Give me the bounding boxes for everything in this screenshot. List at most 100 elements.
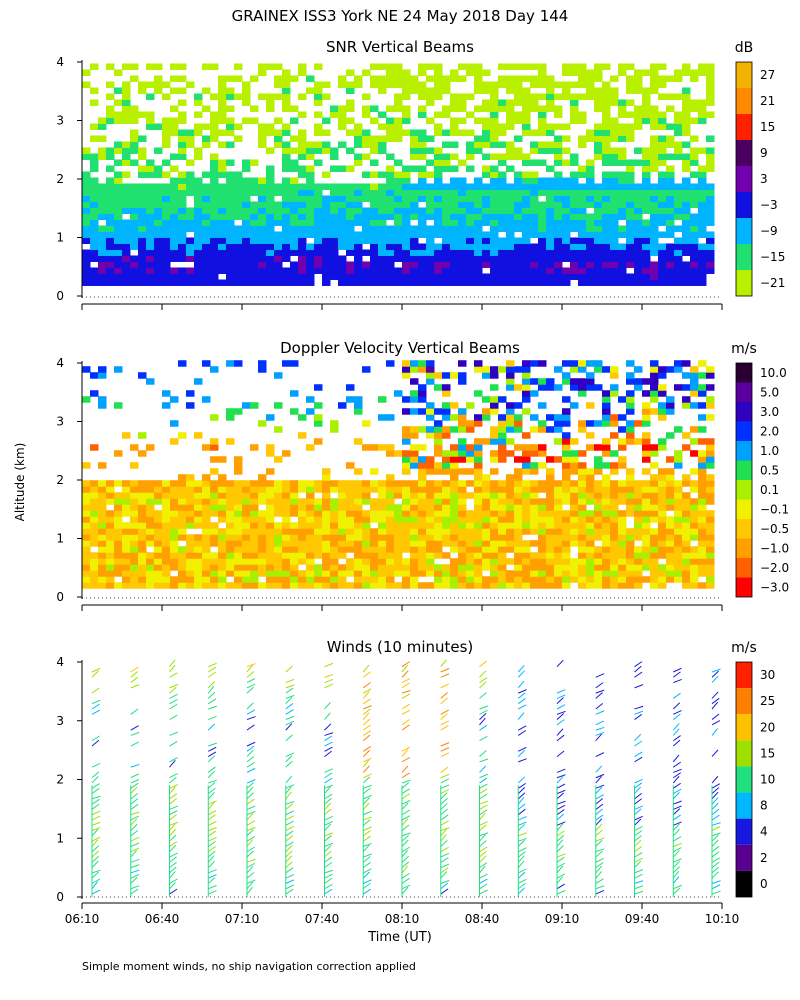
- wind-barb: [401, 779, 411, 784]
- doppler-cell: [242, 570, 251, 577]
- snr-cell: [514, 201, 523, 208]
- wind-barb: [324, 712, 331, 720]
- snr-cell: [202, 267, 211, 274]
- doppler-cell: [114, 546, 123, 553]
- doppler-cell: [322, 534, 331, 541]
- snr-cell: [162, 249, 171, 256]
- snr-cell: [522, 93, 531, 100]
- snr-cell: [530, 255, 539, 262]
- snr-cell: [290, 189, 299, 196]
- snr-cell: [290, 117, 299, 124]
- doppler-cell: [570, 522, 579, 529]
- doppler-cell: [634, 564, 643, 571]
- snr-cell: [610, 201, 619, 208]
- wind-barb: [91, 787, 100, 795]
- snr-cell: [522, 279, 531, 286]
- doppler-cell: [418, 534, 427, 541]
- snr-cell: [146, 195, 155, 202]
- doppler-cell: [498, 450, 507, 457]
- wind-barb: [634, 826, 643, 832]
- doppler-cell: [706, 552, 715, 559]
- doppler-cell: [698, 564, 707, 571]
- snr-cell: [458, 219, 467, 226]
- snr-cell: [202, 189, 211, 196]
- doppler-cell: [426, 498, 435, 505]
- doppler-cell: [570, 468, 579, 475]
- snr-cell: [530, 177, 539, 184]
- doppler-cell: [578, 552, 587, 559]
- snr-cell: [258, 93, 267, 100]
- snr-cell: [282, 69, 291, 76]
- snr-cell: [682, 225, 691, 232]
- snr-cell: [338, 81, 347, 88]
- doppler-cell: [82, 462, 91, 469]
- snr-cell: [594, 231, 603, 238]
- doppler-cell: [658, 444, 667, 451]
- wind-barb: [208, 821, 217, 826]
- snr-cell: [362, 171, 371, 178]
- doppler-cell: [330, 570, 339, 577]
- wind-barb: [207, 830, 217, 837]
- wind-barb: [130, 782, 139, 789]
- doppler-cell: [130, 540, 139, 547]
- wind-barb: [711, 668, 721, 673]
- snr-cell: [258, 273, 267, 280]
- doppler-cell: [370, 552, 379, 559]
- doppler-cell: [546, 564, 555, 571]
- doppler-cell: [194, 558, 203, 565]
- doppler-cell: [602, 558, 611, 565]
- doppler-cell: [194, 504, 203, 511]
- snr-cell: [682, 213, 691, 220]
- snr-cell: [698, 147, 707, 154]
- doppler-cell: [538, 528, 547, 535]
- snr-cell: [354, 153, 363, 160]
- snr-cell: [242, 243, 251, 250]
- wind-barb: [285, 888, 294, 895]
- doppler-cell: [626, 558, 635, 565]
- doppler-cell: [554, 534, 563, 541]
- snr-cell: [250, 189, 259, 196]
- doppler-cell: [562, 522, 571, 529]
- snr-cell: [578, 243, 587, 250]
- doppler-cell: [506, 474, 515, 481]
- snr-cell: [314, 111, 323, 118]
- doppler-cell: [250, 402, 259, 409]
- wind-barb: [91, 881, 99, 890]
- doppler-cell: [666, 504, 675, 511]
- wind-barb: [324, 856, 332, 863]
- snr-cell: [450, 207, 459, 214]
- doppler-cell: [346, 480, 355, 487]
- snr-cell: [338, 189, 347, 196]
- doppler-cell: [674, 528, 683, 535]
- doppler-cell: [498, 480, 507, 487]
- doppler-cell: [650, 498, 659, 505]
- snr-cell: [490, 141, 499, 148]
- doppler-cell: [402, 408, 411, 415]
- doppler-cell: [578, 462, 587, 469]
- wind-barb: [556, 768, 566, 773]
- doppler-cell: [338, 570, 347, 577]
- snr-cell: [210, 237, 219, 244]
- doppler-cell: [450, 516, 459, 523]
- snr-cell: [378, 225, 387, 232]
- doppler-cell: [674, 558, 683, 565]
- wind-barb: [169, 856, 177, 863]
- snr-cell: [554, 213, 563, 220]
- snr-cell: [530, 267, 539, 274]
- snr-cell: [226, 123, 235, 130]
- doppler-cell: [650, 558, 659, 565]
- doppler-cell: [474, 462, 483, 469]
- snr-cell: [618, 99, 627, 106]
- snr-cell: [314, 141, 323, 148]
- doppler-cell: [626, 546, 635, 553]
- snr-cell: [106, 243, 115, 250]
- snr-cell: [498, 75, 507, 82]
- doppler-cell: [386, 450, 395, 457]
- snr-cell: [82, 237, 91, 244]
- snr-cell: [370, 219, 379, 226]
- snr-cell: [490, 129, 499, 136]
- snr-cell: [410, 183, 419, 190]
- doppler-cell: [330, 528, 339, 535]
- doppler-cell: [386, 546, 395, 553]
- doppler-cell: [594, 384, 603, 391]
